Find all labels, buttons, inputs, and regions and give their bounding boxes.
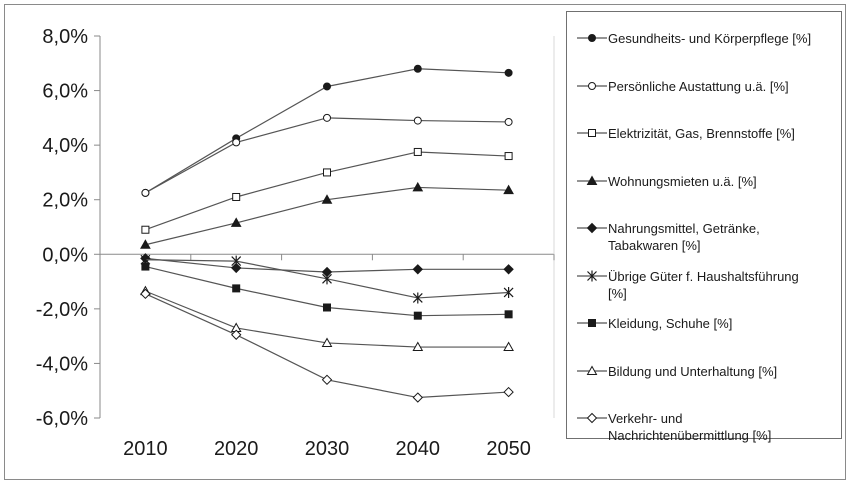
series-line — [145, 117, 509, 194]
y-tick-label: 8,0% — [42, 26, 88, 48]
x-tick-label: 2040 — [396, 438, 441, 460]
data-point — [140, 239, 151, 249]
legend-label: Kleidung, Schuhe [%] — [608, 316, 733, 331]
series-8 — [140, 285, 514, 352]
legend-item: Persönliche Austattung u.ä. [%] — [567, 66, 843, 106]
data-point — [503, 286, 514, 298]
legend-item: Gesundheits- und Körperpflege [%] — [567, 18, 843, 58]
y-tick-label: -6,0% — [36, 408, 88, 430]
y-tick-label: 6,0% — [42, 81, 88, 103]
legend-item: Verkehr- und Nachrichtenübermittlung [%] — [567, 398, 843, 443]
chart-legend: Gesundheits- und Körperpflege [%] Persönl… — [566, 11, 843, 443]
data-point — [141, 262, 150, 271]
data-point — [321, 337, 333, 347]
data-point — [413, 311, 422, 320]
data-point — [140, 288, 151, 300]
x-tick-label: 2050 — [486, 438, 531, 460]
data-point — [321, 374, 333, 386]
data-point — [588, 129, 596, 137]
y-tick-label: -2,0% — [36, 299, 88, 321]
data-point — [412, 292, 423, 304]
series-line — [145, 151, 509, 231]
series-5 — [140, 253, 514, 278]
x-tick-label: 2030 — [305, 438, 350, 460]
data-point — [323, 113, 331, 122]
data-point — [232, 192, 241, 201]
legend-label: Verkehr- und Nachrichtenübermittlung [%] — [608, 411, 772, 443]
data-point — [413, 147, 422, 156]
legend-item: Elektrizität, Gas, Brennstoffe [%] — [567, 113, 843, 153]
legend-marker — [577, 412, 607, 424]
data-point — [586, 174, 598, 185]
data-point — [504, 310, 513, 319]
data-point — [230, 217, 242, 227]
data-point — [503, 264, 514, 275]
data-point — [230, 329, 242, 340]
data-point — [504, 152, 513, 161]
data-point — [503, 184, 514, 195]
legend-item: Nahrungsmittel, Getränke, Tabakwaren [%] — [567, 208, 843, 253]
legend-marker — [577, 129, 607, 137]
legend-label: Elektrizität, Gas, Brennstoffe [%] — [608, 126, 795, 141]
data-point — [141, 225, 150, 234]
y-tick-label: 4,0% — [42, 135, 88, 157]
data-point — [412, 181, 424, 192]
data-point — [587, 270, 597, 281]
legend-label: Übrige Güter f. Haushaltsführung [%] — [608, 268, 799, 301]
legend-marker — [577, 81, 607, 90]
legend-marker — [577, 174, 607, 185]
legend-label: Wohnungsmieten u.ä. [%] — [608, 173, 757, 189]
data-point — [588, 34, 596, 42]
data-point — [588, 81, 596, 90]
data-point — [412, 341, 424, 352]
legend-marker — [577, 319, 607, 327]
legend-item: Bildung und Unterhaltung [%] — [567, 351, 843, 391]
data-point — [503, 386, 514, 398]
y-tick-label: 0,0% — [42, 244, 88, 266]
series-3 — [141, 147, 513, 234]
legend-item: Übrige Güter f. Haushaltsführung [%] — [567, 256, 843, 301]
data-point — [323, 82, 331, 91]
data-point — [504, 68, 513, 77]
legend-marker — [577, 364, 607, 375]
data-point — [413, 64, 422, 73]
legend-label: Nahrungsmittel, Getränke, Tabakwaren [%] — [608, 221, 760, 253]
series-2 — [141, 113, 513, 197]
legend-label: Gesundheits- und Körperpflege [%] — [608, 31, 812, 46]
x-tick-label: 2010 — [123, 438, 168, 460]
legend-marker — [577, 270, 607, 281]
x-tick-label: 2020 — [214, 438, 259, 460]
legend-marker — [577, 34, 607, 42]
series-9 — [140, 288, 514, 403]
series-4 — [140, 181, 514, 249]
data-point — [586, 364, 598, 375]
data-point — [232, 284, 241, 293]
data-point — [323, 303, 331, 312]
data-point — [232, 138, 241, 147]
legend-item: Kleidung, Schuhe [%] — [567, 303, 843, 343]
legend-marker — [577, 222, 607, 234]
data-point — [231, 255, 242, 267]
data-point — [323, 168, 331, 177]
data-point — [503, 341, 514, 352]
legend-label: Persönliche Austattung u.ä. [%] — [608, 78, 789, 94]
data-point — [586, 222, 598, 234]
data-point — [412, 392, 424, 403]
data-point — [588, 319, 596, 327]
data-point — [504, 117, 513, 126]
data-point — [321, 194, 333, 204]
data-point — [413, 116, 422, 125]
data-point — [322, 273, 332, 285]
series-1 — [141, 64, 513, 197]
y-tick-label: -4,0% — [36, 353, 88, 375]
y-tick-label: 2,0% — [42, 190, 88, 212]
data-point — [230, 262, 242, 274]
legend-label: Bildung und Unterhaltung [%] — [608, 363, 778, 379]
data-point — [586, 412, 598, 424]
legend-item: Wohnungsmieten u.ä. [%] — [567, 161, 843, 201]
data-point — [141, 188, 150, 197]
data-point — [412, 264, 424, 275]
series-7 — [141, 262, 513, 320]
